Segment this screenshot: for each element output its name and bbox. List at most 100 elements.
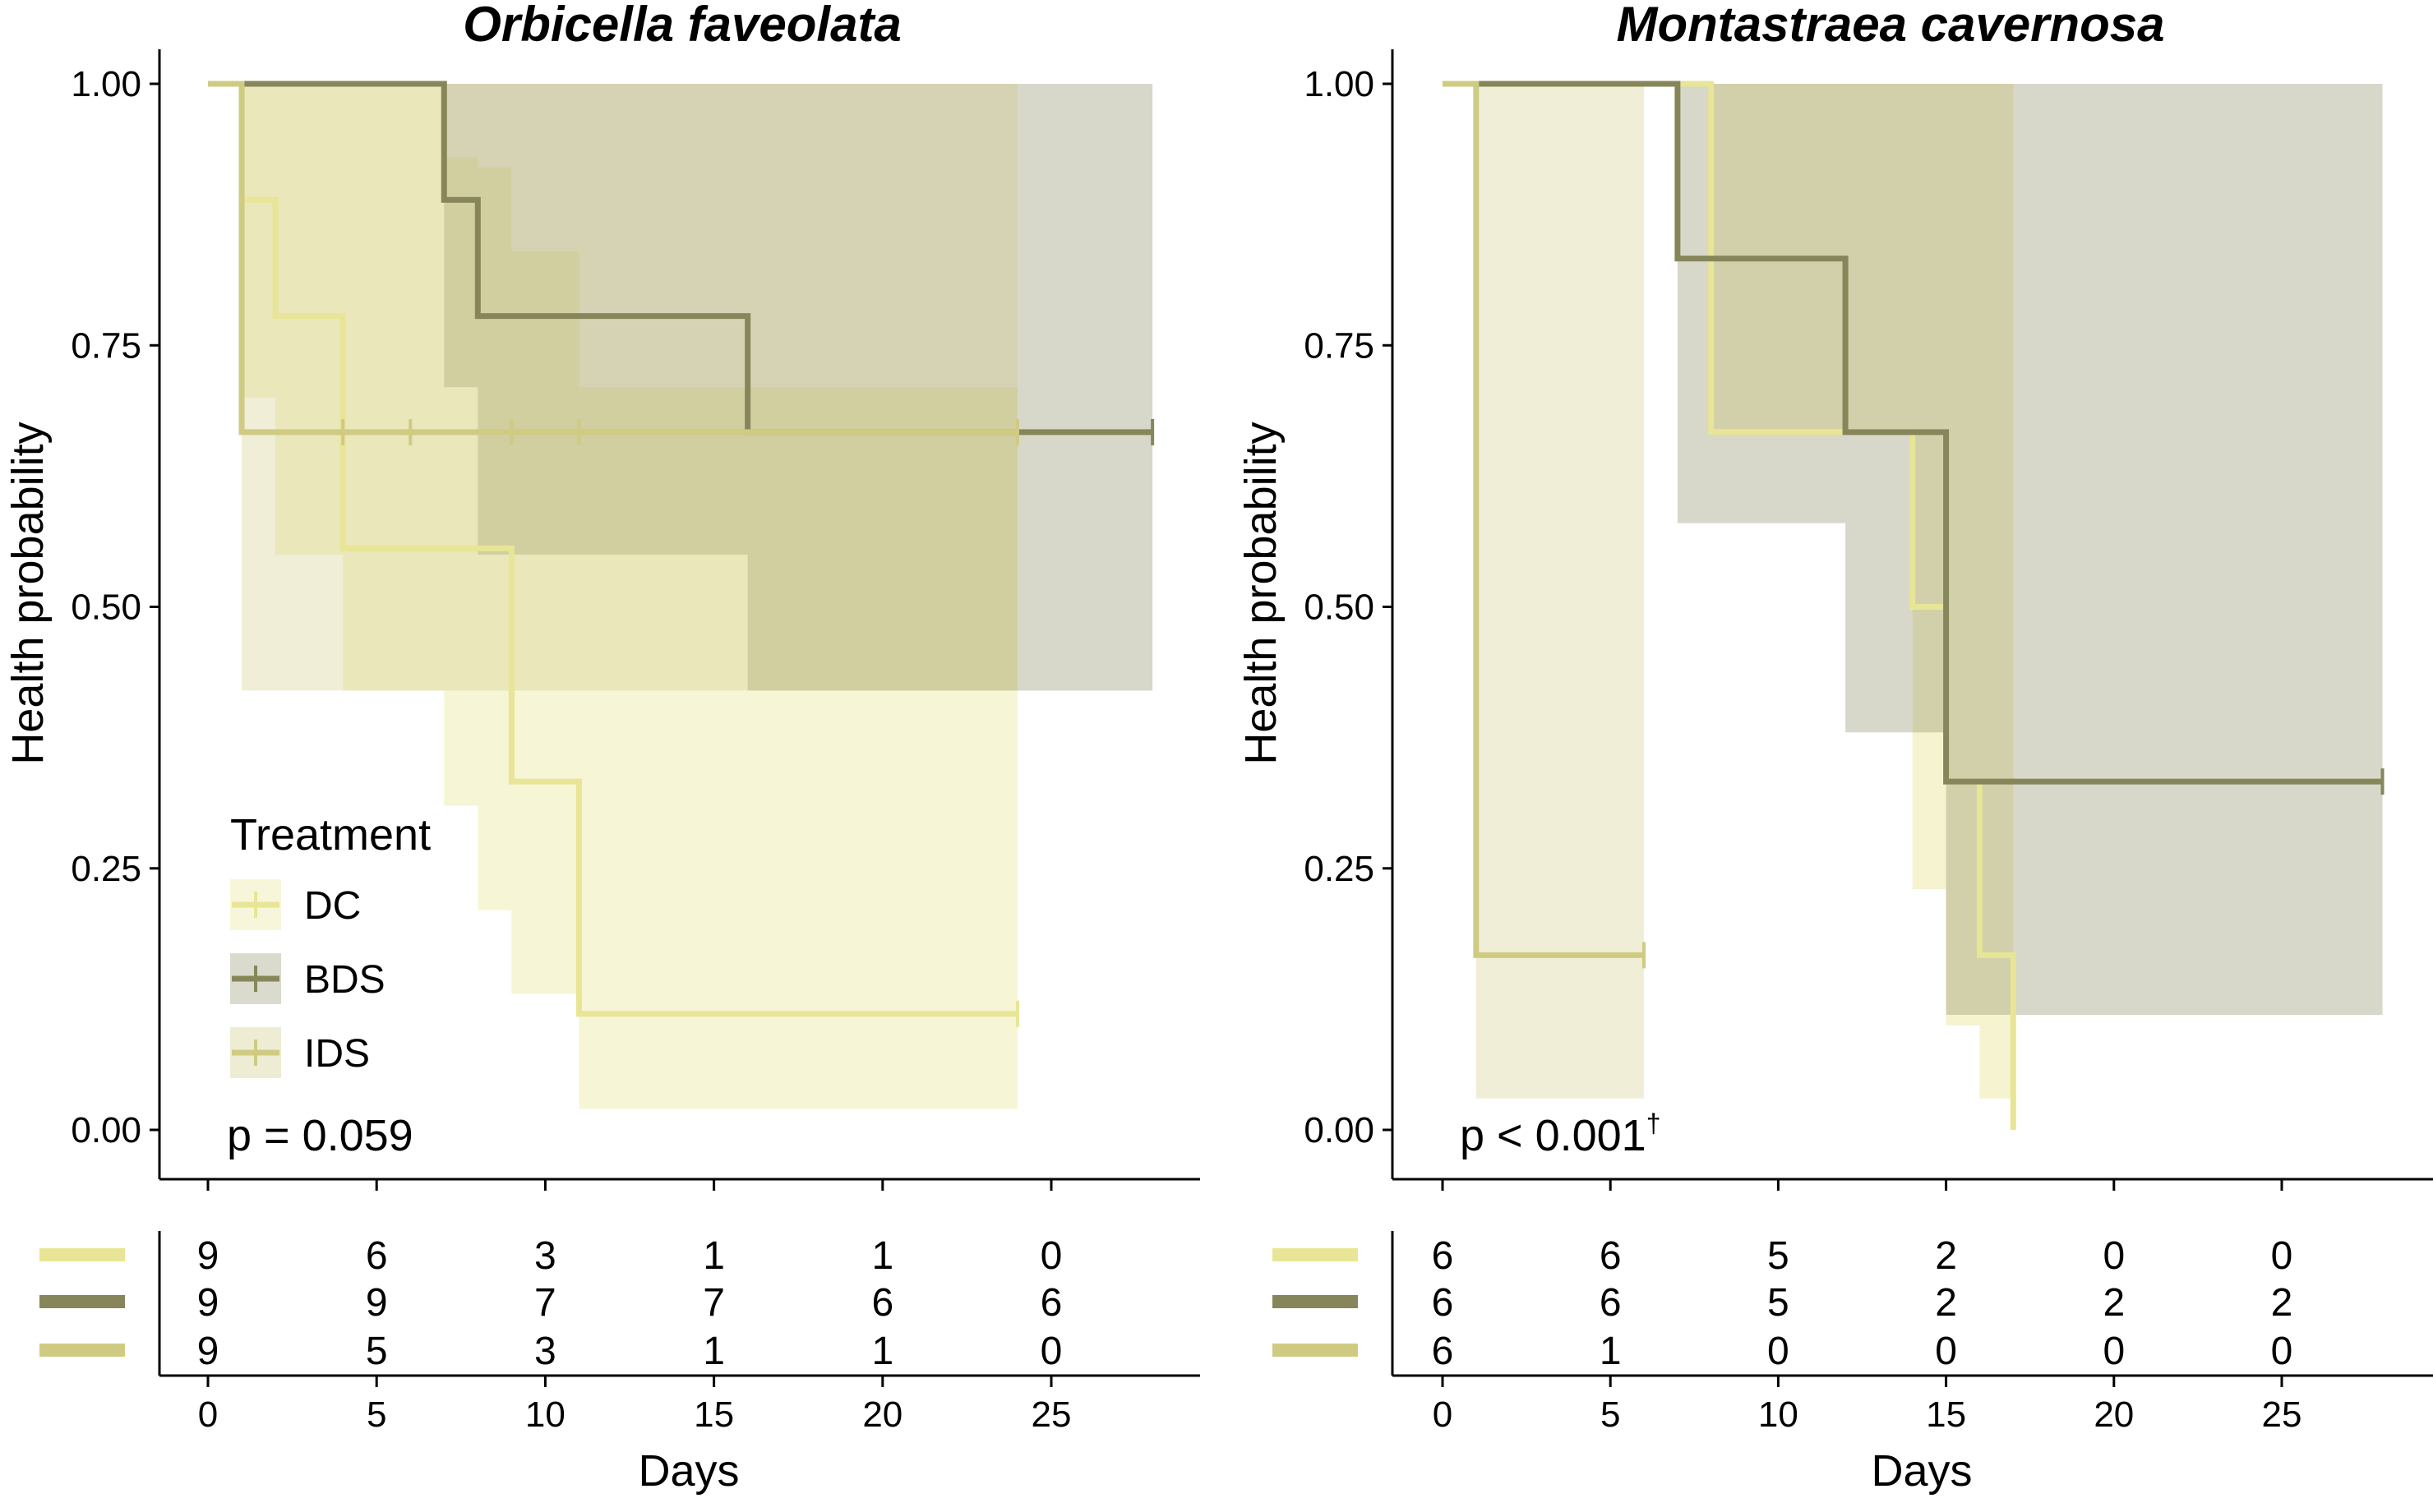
risk-cell: 2 [1935,1281,1957,1325]
p-value-text: p < 0.001 [1460,1111,1646,1160]
legend-item-bds: BDS [230,953,385,1004]
risk-cell: 6 [366,1234,388,1278]
risk-cell: 5 [1767,1281,1789,1325]
x-tick-label: 5 [1600,1394,1620,1435]
risk-table-row-keys [39,1248,125,1357]
legend-label-bds: BDS [304,958,385,1002]
ci-band-ids [1443,84,1645,1099]
risk-cell: 7 [703,1281,725,1325]
risk-cell: 7 [534,1281,556,1325]
panel-orbicella-faveolata: Orbicella faveolata Health probability 0… [3,0,1200,1496]
x-tick-label: 20 [862,1394,903,1435]
y-tick-label: 0.50 [71,588,141,628]
legend-label-dc: DC [304,884,361,928]
risk-cell: 0 [1767,1330,1789,1373]
risk-table-cells: 6 6 5 2 0 06 6 5 2 2 26 1 0 0 0 0 [1432,1234,2293,1373]
risk-table-x-ticks: 0 5 10 15 20 25 [1433,1376,2302,1435]
ci-band-dc [1710,84,2014,1099]
risk-table-row-keys [1272,1248,1358,1357]
risk-cell: 0 [2103,1330,2125,1373]
risk-cell: 9 [366,1281,388,1325]
risk-table: 6 6 5 2 0 06 6 5 2 2 26 1 0 0 0 0 0 5 10 15 20 25 Days [1272,1231,2433,1496]
y-tick-label: 0.00 [1304,1110,1374,1150]
ci-band-ids [208,84,1018,691]
x-ticks [1441,1179,2283,1191]
ci-band-bds [208,84,1153,691]
survival-curve-ids [1443,81,1645,958]
y-tick-label: 0.00 [71,1110,141,1150]
risk-cell: 9 [197,1281,219,1325]
risk-cell: 0 [2271,1234,2293,1278]
risk-cell: 6 [1432,1234,1454,1278]
risk-table-x-ticks: 0 5 10 15 20 25 [198,1376,1072,1435]
panel-montastraea-cavernosa: Montastraea cavernosa Health probability… [1236,0,2433,1496]
risk-cell: 2 [1935,1234,1957,1278]
risk-table-cells: 9 6 3 1 1 09 9 7 7 6 69 5 3 1 1 0 [197,1234,1063,1373]
risk-table: 9 6 3 1 1 09 9 7 7 6 69 5 3 1 1 0 0 5 10 15 20 25 Days [39,1231,1200,1496]
survival-curves [208,81,1153,1017]
panel-title: Orbicella faveolata [463,0,902,52]
x-tick-label: 0 [1433,1394,1452,1435]
risk-cell: 9 [197,1234,219,1278]
p-value-dagger: † [1646,1109,1661,1138]
legend-label-ids: IDS [304,1032,370,1076]
risk-cell: 6 [1600,1281,1622,1325]
x-tick-label: 15 [694,1394,734,1435]
risk-cell: 0 [1041,1330,1063,1373]
y-tick-label: 1.00 [71,64,141,104]
risk-cell: 1 [1600,1330,1622,1373]
survival-curve-ids [208,81,1018,436]
x-tick-label: 5 [367,1394,386,1435]
ci-band-dc [208,84,1018,1109]
y-axis-title: Health probability [1236,422,1286,764]
risk-cell: 1 [703,1330,725,1373]
censor-marks [341,418,1155,1027]
risk-cell: 6 [1600,1234,1622,1278]
risk-cell: 1 [871,1234,893,1278]
y-axis-title: Health probability [3,422,53,764]
risk-cell: 3 [534,1330,556,1373]
risk-cell: 6 [1432,1330,1454,1373]
risk-cell: 2 [2271,1281,2293,1325]
confidence-bands [208,84,1153,1109]
risk-cell: 3 [534,1234,556,1278]
x-axis-title: Days [638,1446,739,1496]
risk-cell: 0 [2271,1330,2293,1373]
survival-curve-bds [208,81,1153,436]
survival-curves [1443,81,2383,1130]
legend: Treatment DC BDS IDS [230,810,431,1078]
risk-cell: 1 [703,1234,725,1278]
survival-curve-dc [208,81,1018,1017]
risk-cell: 6 [1041,1281,1063,1325]
legend-item-ids: IDS [230,1027,370,1078]
x-tick-label: 15 [1926,1394,1966,1435]
legend-title: Treatment [230,810,431,860]
x-tick-label: 10 [525,1394,566,1435]
survival-curve-bds [1443,81,2383,785]
risk-cell: 6 [1432,1281,1454,1325]
y-tick-label: 0.50 [1304,588,1374,628]
x-tick-label: 20 [2094,1394,2134,1435]
x-tick-label: 25 [2262,1394,2302,1435]
y-tick-label: 0.25 [1304,849,1374,889]
x-tick-label: 10 [1758,1394,1798,1435]
p-value: p = 0.059 [227,1111,413,1160]
risk-cell: 0 [1041,1234,1063,1278]
risk-cell: 0 [1935,1330,1957,1373]
y-tick-label: 1.00 [1304,64,1374,104]
x-tick-label: 25 [1032,1394,1072,1435]
risk-cell: 6 [871,1281,893,1325]
risk-cell: 1 [871,1330,893,1373]
risk-cell: 2 [2103,1281,2125,1325]
risk-cell: 9 [197,1330,219,1373]
panel-title: Montastraea cavernosa [1617,0,2165,52]
p-value: p < 0.001† [1460,1109,1661,1160]
x-axis-title: Days [1871,1446,1972,1496]
legend-item-dc: DC [230,879,361,930]
y-tick-label: 0.75 [1304,325,1374,366]
risk-cell: 0 [2103,1234,2125,1278]
y-ticks: 0.00 0.25 0.50 0.75 1.00 [71,64,159,1150]
x-ticks [206,1179,1053,1191]
risk-cell: 5 [366,1330,388,1373]
